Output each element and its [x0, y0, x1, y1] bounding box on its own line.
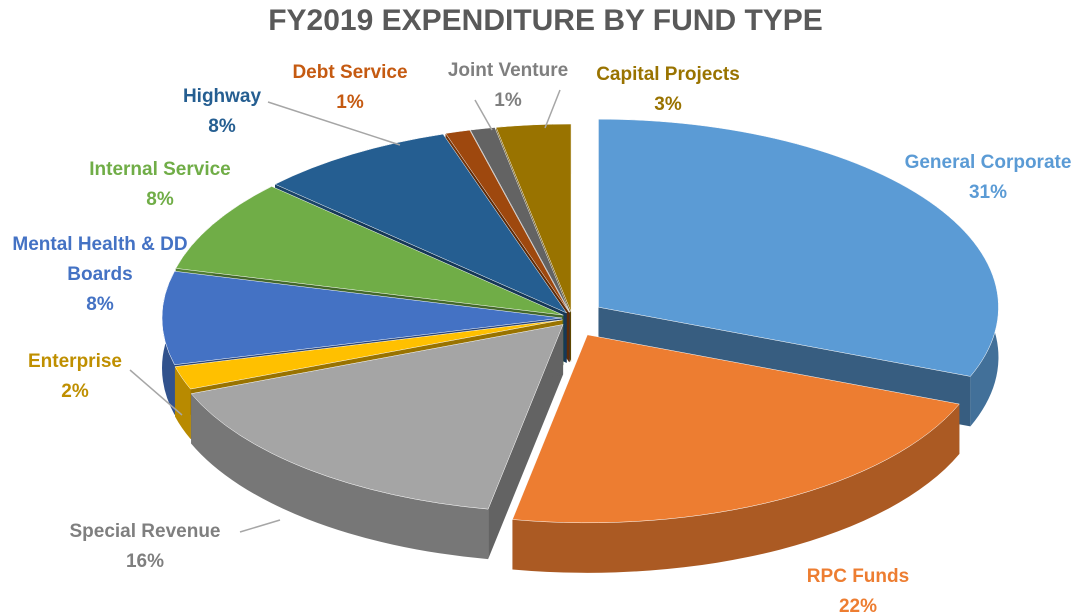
pie-slice [161, 270, 563, 366]
pie-slice [190, 324, 564, 510]
pie-slice [598, 118, 999, 377]
data-label: General Corporate 31% [878, 148, 1091, 208]
chart-title: FY2019 EXPENDITURE BY FUND TYPE [268, 4, 823, 37]
percent-label: 8% [86, 294, 114, 315]
percent-label: 31% [968, 182, 1008, 203]
data-label: RPC Funds 22% [758, 562, 958, 616]
category-label: RPC Funds [806, 566, 910, 587]
data-label: Special Revenue 16% [35, 517, 255, 577]
slice-side [512, 404, 960, 573]
slice-side [191, 393, 489, 560]
category-label: Joint Venture [447, 60, 569, 81]
percent-label: 1% [494, 90, 522, 111]
data-label: Debt Service 1% [270, 58, 430, 118]
leader-line [129, 369, 183, 416]
percent-label: 1% [336, 92, 364, 113]
percent-label: 16% [125, 551, 165, 572]
data-label: Internal Service 8% [60, 155, 260, 215]
percent-label: 8% [208, 116, 236, 137]
pie-slice [512, 334, 960, 524]
pie-slice [445, 129, 570, 313]
category-label: Highway [182, 86, 262, 107]
pie-slice [469, 127, 571, 313]
category-label: Debt Service [292, 62, 408, 83]
slice-side [175, 366, 191, 440]
data-label: Mental Health & DD Boards 8% [10, 230, 190, 320]
data-label: Capital Projects 3% [568, 60, 768, 120]
slice-side [488, 324, 564, 560]
category-label: General Corporate [904, 152, 1072, 173]
leader-line [267, 101, 401, 146]
percent-label: 2% [61, 381, 89, 402]
category-label: Special Revenue [69, 521, 221, 542]
percent-label: 3% [654, 94, 682, 115]
percent-label: 22% [838, 596, 878, 616]
data-label: Highway 8% [162, 82, 282, 142]
pie-slice [174, 319, 563, 390]
category-label: Internal Service [89, 159, 231, 180]
pie-slice [274, 133, 568, 314]
leader-line [474, 99, 493, 131]
pie-slice [175, 186, 564, 316]
category-label: Enterprise [28, 351, 122, 372]
category-label: Capital Projects [596, 64, 740, 85]
category-label: Mental Health & DD Boards [12, 234, 188, 285]
leader-line [239, 519, 281, 533]
pie-slice [495, 123, 572, 313]
data-label: Joint Venture 1% [428, 56, 588, 116]
data-label: Enterprise 2% [0, 347, 155, 407]
percent-label: 8% [146, 189, 174, 210]
leader-line [544, 89, 561, 129]
